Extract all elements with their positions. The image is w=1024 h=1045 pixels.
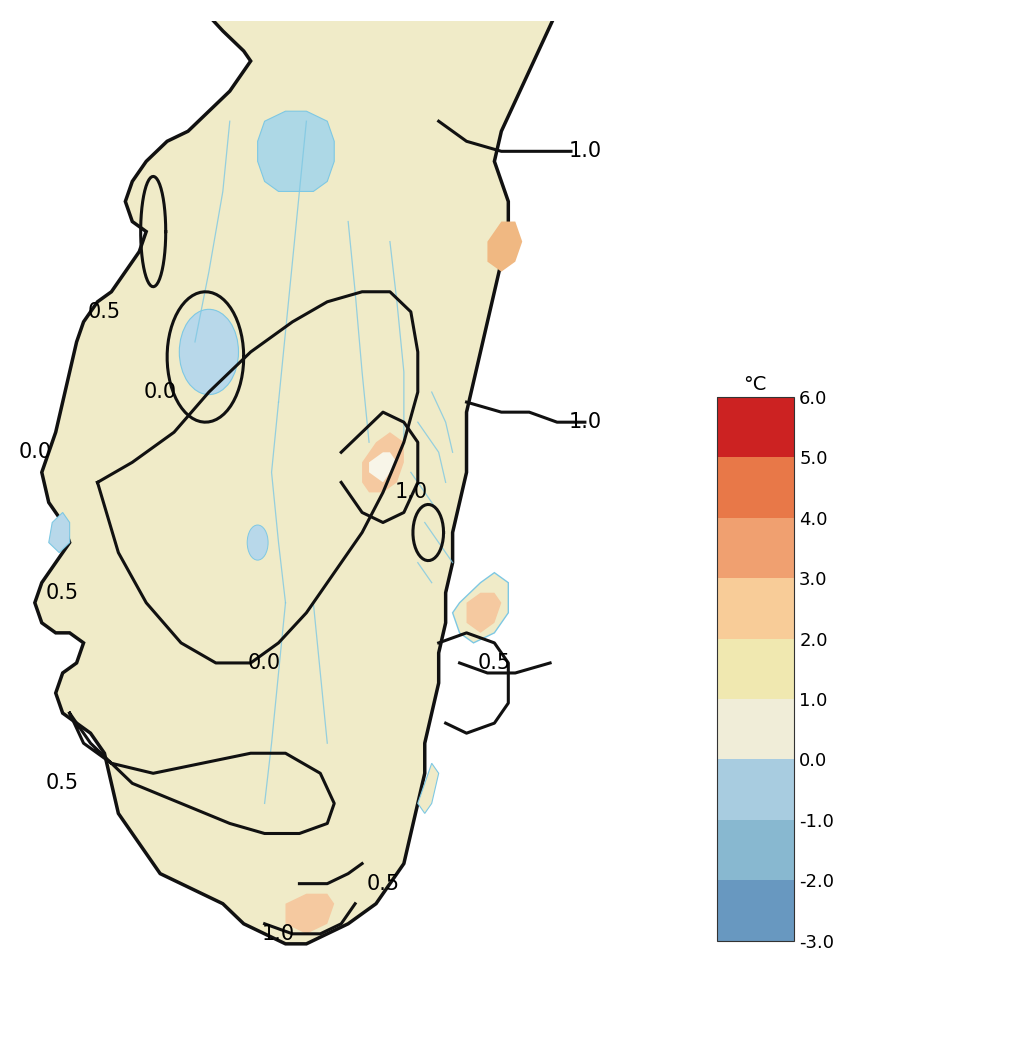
Polygon shape (453, 573, 508, 643)
Text: 1.0: 1.0 (262, 924, 295, 944)
Polygon shape (487, 222, 522, 272)
Polygon shape (258, 111, 334, 191)
Text: 0.0: 0.0 (248, 653, 282, 673)
Polygon shape (35, 1, 557, 944)
Polygon shape (369, 452, 397, 483)
Polygon shape (49, 512, 70, 553)
Polygon shape (286, 893, 334, 934)
Polygon shape (467, 593, 502, 633)
Polygon shape (362, 433, 403, 492)
Text: 1.0: 1.0 (568, 141, 601, 161)
Text: 1.0: 1.0 (394, 483, 427, 503)
Text: 0.5: 0.5 (46, 583, 79, 603)
Text: 0.5: 0.5 (367, 874, 399, 893)
Text: 1.0: 1.0 (568, 412, 601, 433)
Text: 0.5: 0.5 (88, 302, 121, 322)
Text: 0.0: 0.0 (143, 382, 177, 402)
Title: °C: °C (743, 375, 767, 394)
Text: 0.0: 0.0 (18, 442, 51, 462)
Ellipse shape (247, 525, 268, 560)
Polygon shape (418, 763, 438, 813)
Ellipse shape (179, 309, 239, 395)
Text: 0.5: 0.5 (46, 773, 79, 793)
Text: 0.5: 0.5 (478, 653, 511, 673)
